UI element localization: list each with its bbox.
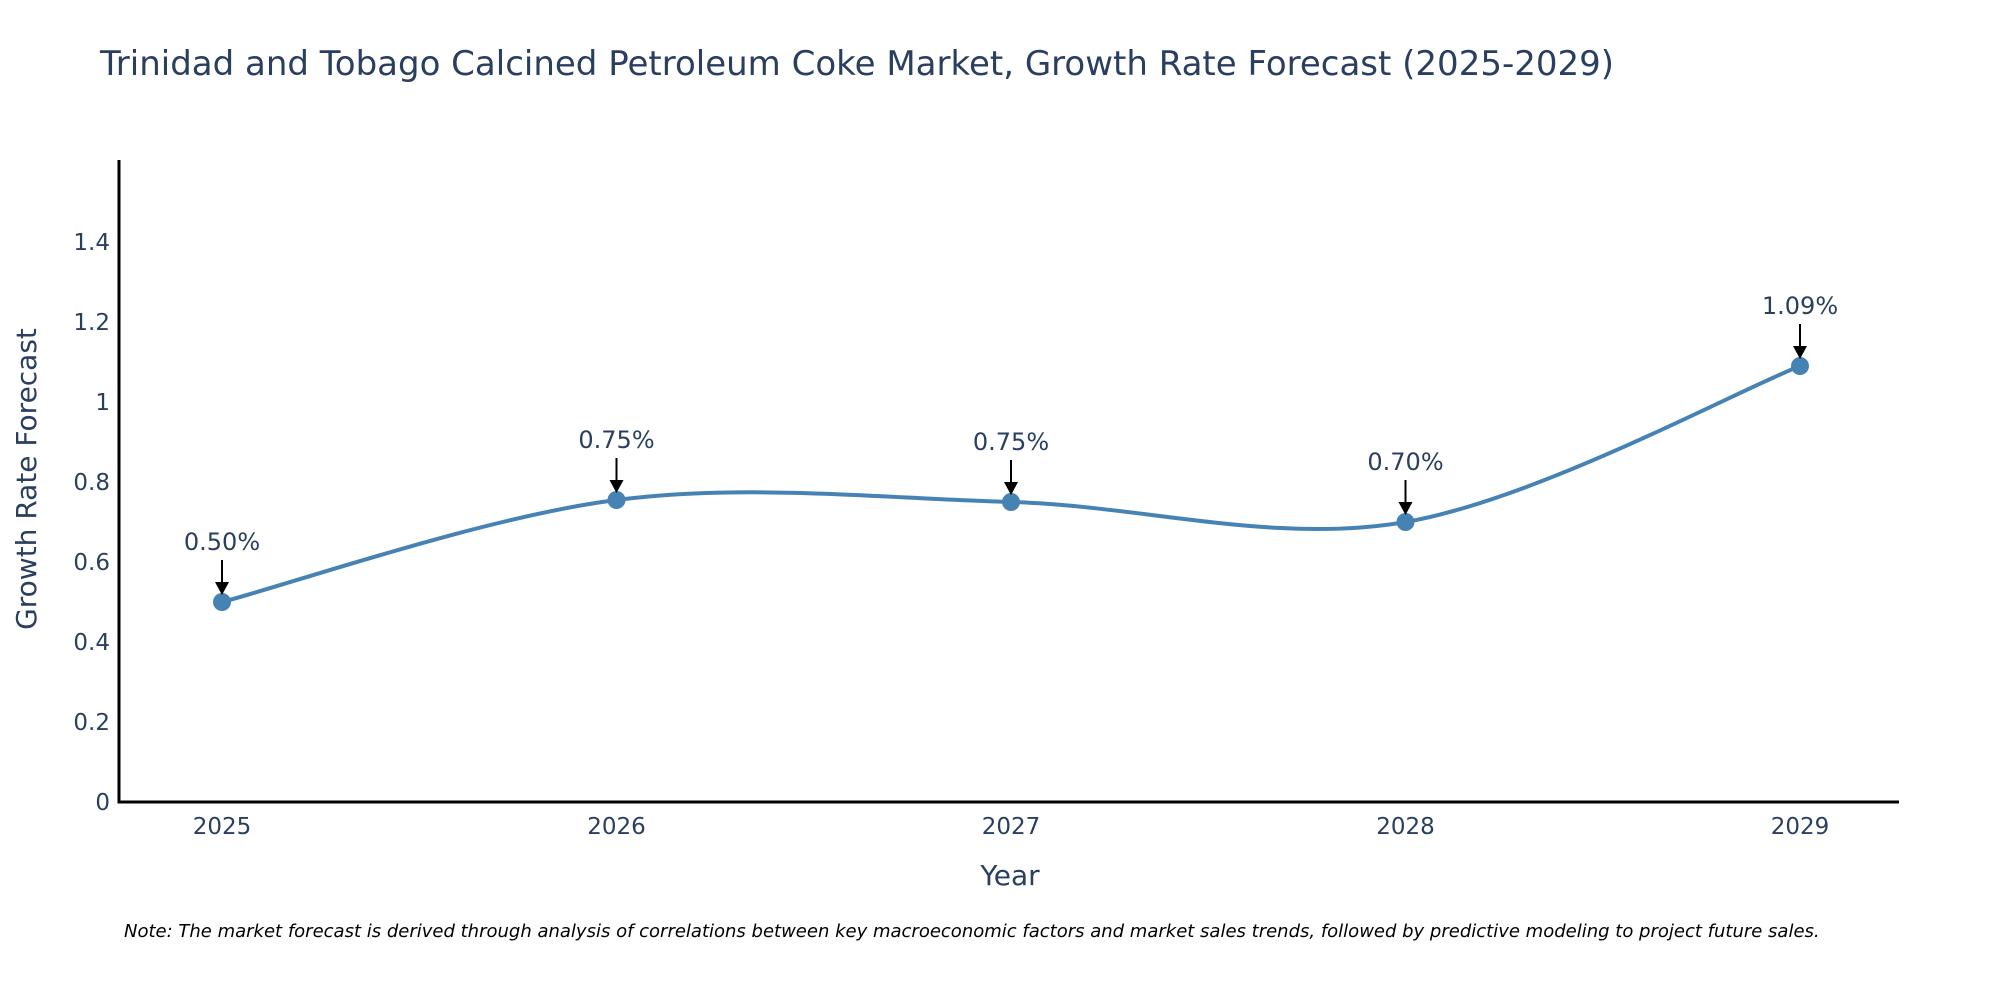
y-tick-label: 1.2 xyxy=(73,310,110,336)
chart-title: Trinidad and Tobago Calcined Petroleum C… xyxy=(100,44,1615,84)
annotation-arrow-head xyxy=(1004,482,1018,495)
chart-note: Note: The market forecast is derived thr… xyxy=(124,921,1820,942)
data-markers xyxy=(213,357,1809,611)
x-tick-label: 2028 xyxy=(1376,814,1435,840)
annotation-arrow-head xyxy=(609,480,624,493)
data-point-2026 xyxy=(607,491,626,509)
annotation-arrow-head xyxy=(215,582,229,595)
data-point-2028 xyxy=(1396,513,1415,531)
data-annotations: 0.50% 0.75% 0.75% 0.70% 1.09% xyxy=(184,292,1838,595)
data-label-2026: 0.75% xyxy=(578,426,654,454)
x-axis-title: Year xyxy=(979,859,1040,892)
y-axis-title: Growth Rate Forecast xyxy=(10,328,43,630)
y-tick-label: 0.2 xyxy=(73,710,110,736)
data-point-2027 xyxy=(1002,493,1020,511)
annotation-arrow-head xyxy=(1398,502,1413,515)
x-tick-labels: 2025 2026 2027 2028 2029 xyxy=(193,814,1830,840)
y-tick-label: 1 xyxy=(95,390,110,416)
x-tick-label: 2026 xyxy=(587,814,646,840)
y-tick-labels: 0 0.2 0.4 0.6 0.8 1 1.2 1.4 xyxy=(73,230,110,816)
annotation-arrow-head xyxy=(1793,346,1807,359)
axes xyxy=(117,160,1899,804)
data-point-2025 xyxy=(213,593,231,611)
x-tick-label: 2029 xyxy=(1771,814,1830,840)
data-point-2029 xyxy=(1791,357,1809,375)
y-tick-label: 1.4 xyxy=(73,230,110,256)
x-tick-label: 2027 xyxy=(982,814,1041,840)
data-label-2028: 0.70% xyxy=(1367,448,1443,476)
y-tick-label: 0 xyxy=(95,790,110,816)
y-tick-label: 0.6 xyxy=(73,550,110,576)
x-tick-label: 2025 xyxy=(193,814,252,840)
y-tick-label: 0.4 xyxy=(73,630,110,656)
data-label-2029: 1.09% xyxy=(1762,292,1838,320)
data-label-2025: 0.50% xyxy=(184,528,260,556)
y-tick-label: 0.8 xyxy=(73,470,110,496)
data-label-2027: 0.75% xyxy=(973,428,1049,456)
